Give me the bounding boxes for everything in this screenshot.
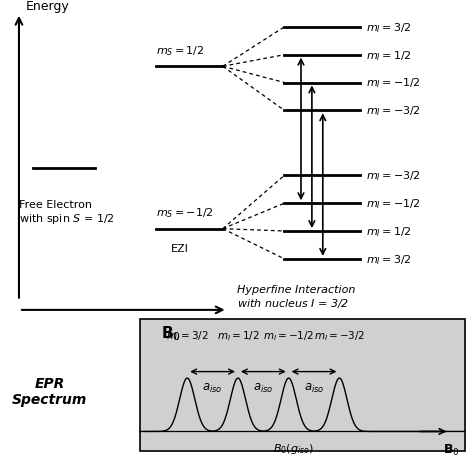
Text: $m_S$$=$$1/2$: $m_S$$=$$1/2$ <box>156 44 205 58</box>
Text: $m_I$$=$$-1/2$: $m_I$$=$$-1/2$ <box>366 197 421 211</box>
Text: $B_0(g_{iso})$: $B_0(g_{iso})$ <box>273 441 314 455</box>
Text: $m_I$$=$$1/2$: $m_I$$=$$1/2$ <box>366 49 411 63</box>
Text: $\mathbf{B}_0$: $\mathbf{B}_0$ <box>443 442 460 457</box>
Text: $m_I$$=$$3/2$: $m_I$$=$$3/2$ <box>166 329 209 343</box>
Text: Hyperfine Interaction
with nucleus $I$ = 3/2: Hyperfine Interaction with nucleus $I$ =… <box>237 285 356 310</box>
Text: $m_I$$=$$1/2$: $m_I$$=$$1/2$ <box>217 329 259 343</box>
Text: $a_{iso}$: $a_{iso}$ <box>304 381 324 394</box>
Text: $m_S$$=$$-1/2$: $m_S$$=$$-1/2$ <box>156 206 214 220</box>
Text: $m_I$$=$$-3/2$: $m_I$$=$$-3/2$ <box>366 169 421 183</box>
Text: $m_I$$=$$-3/2$: $m_I$$=$$-3/2$ <box>366 104 421 118</box>
Text: $\mathbf{B}_0$: $\mathbf{B}_0$ <box>161 324 181 343</box>
Text: Free Electron
with spin $S$ = 1/2: Free Electron with spin $S$ = 1/2 <box>19 199 115 225</box>
Text: EPR
Spectrum: EPR Spectrum <box>12 376 88 407</box>
Text: $m_I$$=$$3/2$: $m_I$$=$$3/2$ <box>366 252 411 266</box>
Text: $m_I$$=$$-1/2$: $m_I$$=$$-1/2$ <box>263 329 314 343</box>
Bar <box>140 319 465 451</box>
Text: EZI: EZI <box>171 243 189 253</box>
Text: $a_{iso}$: $a_{iso}$ <box>253 381 273 394</box>
Text: $m_I$$=$$1/2$: $m_I$$=$$1/2$ <box>366 225 411 238</box>
Text: $m_I$$=$$-1/2$: $m_I$$=$$-1/2$ <box>366 76 421 90</box>
Text: Energy: Energy <box>26 0 70 13</box>
Text: $m_I$$=$$3/2$: $m_I$$=$$3/2$ <box>366 21 411 35</box>
Text: $m_I$$=$$-3/2$: $m_I$$=$$-3/2$ <box>314 329 365 343</box>
Text: $a_{iso}$: $a_{iso}$ <box>202 381 223 394</box>
